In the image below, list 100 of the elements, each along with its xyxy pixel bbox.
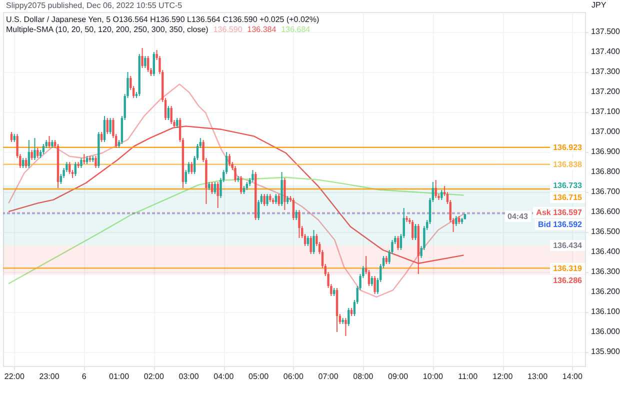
band-label: 136.286 (550, 274, 585, 286)
y-tick-label: 137.300 (591, 67, 620, 76)
candlestick (240, 176, 242, 194)
annotation: 136.684 (281, 25, 310, 34)
candlestick (100, 132, 103, 142)
y-tick-label: 136.800 (591, 167, 620, 176)
line-series (8, 84, 464, 298)
y-tick-label: 135.900 (591, 347, 620, 356)
x-tick-label: 6 (82, 372, 87, 381)
ref-line-label: 136.838 (550, 158, 585, 170)
y-tick-label: 137.000 (591, 127, 620, 136)
candlestick (310, 236, 312, 254)
x-tick-label: 02:00 (144, 372, 164, 381)
candlestick (141, 48, 144, 68)
candlestick (167, 106, 170, 120)
y-tick-label: 136.300 (591, 267, 620, 276)
y-axis-title: JPY (592, 0, 607, 10)
annotation: Multiple-SMA (10, 20, 50, 120, 200, 250, 300, 350, close) (6, 25, 208, 34)
y-tick-label: 136.400 (591, 247, 620, 256)
y-tick-label: 137.100 (591, 107, 620, 116)
candlestick (266, 194, 268, 206)
x-tick-label: 10:00 (422, 372, 444, 381)
candlestick (170, 106, 172, 124)
candlestick (396, 236, 400, 250)
candlestick (348, 308, 350, 326)
candlestick (298, 210, 300, 238)
ref-line-label: 136.319 (550, 262, 585, 274)
candlestick (312, 230, 315, 254)
y-tick-label: 137.400 (591, 47, 620, 56)
x-tick-label: 04:00 (214, 372, 234, 381)
candlestick (278, 194, 280, 206)
candlestick (274, 194, 278, 204)
candlestick (214, 182, 216, 194)
y-tick-label: 136.000 (591, 327, 620, 336)
candlestick (216, 182, 219, 208)
candlestick (374, 276, 376, 294)
x-tick-label: 13:00 (528, 372, 548, 381)
x-tick-label: 03:00 (178, 372, 200, 381)
candlestick (22, 158, 24, 168)
candlestick (344, 318, 347, 336)
candlestick (280, 172, 283, 206)
y-tick-label: 136.900 (591, 147, 620, 156)
candlestick (28, 140, 30, 168)
chart-title: Slippy2075 published, Dec 06, 2022 10:55 UTC-5 (6, 1, 182, 10)
candlestick (234, 166, 236, 182)
x-tick-label: 01:00 (109, 372, 130, 381)
y-tick-label: 136.500 (591, 227, 620, 236)
candlestick (440, 190, 443, 200)
candlestick (190, 162, 193, 174)
y-tick-label: 136.200 (591, 287, 620, 296)
candlestick (36, 148, 39, 158)
candlestick (295, 210, 298, 220)
candlestick (10, 132, 13, 142)
x-tick-label: 14:00 (562, 372, 583, 381)
candlestick (109, 118, 112, 134)
candlestick (80, 158, 82, 168)
band-label: 136.733 (550, 180, 585, 191)
y-tick-label: 137.500 (591, 27, 620, 36)
y-tick-label: 136.100 (591, 307, 620, 316)
candlestick (455, 216, 458, 226)
candlestick (144, 56, 146, 68)
ref-line-label: Bid 136.592 (534, 219, 585, 230)
line-series (8, 176, 464, 284)
candlestick (414, 224, 417, 240)
candlestick (292, 198, 295, 220)
x-tick-label: 22:00 (4, 372, 25, 381)
candlestick (74, 162, 77, 176)
y-tick-label: 136.700 (591, 187, 620, 196)
x-tick-label: 11:00 (458, 372, 478, 381)
candlestick (68, 162, 71, 174)
candlestick (263, 194, 266, 206)
candlestick (228, 154, 231, 166)
x-tick-label: 12:00 (492, 372, 514, 381)
candlestick (411, 220, 414, 240)
candlestick (306, 236, 310, 246)
ref-line-label: 136.923 (550, 142, 585, 153)
candlestick (83, 154, 86, 164)
candlestick (94, 156, 97, 168)
candlestick (42, 144, 45, 154)
x-tick-label: 08:00 (353, 372, 374, 381)
candlestick (210, 182, 214, 194)
annotation: 04:43 (504, 210, 531, 222)
candlestick (106, 118, 108, 134)
candlestick (48, 136, 50, 148)
candlestick (103, 116, 106, 142)
candlestick (284, 178, 286, 210)
candlestick (146, 56, 150, 72)
candlestick (34, 138, 36, 160)
x-tick-label: 23:00 (39, 372, 60, 381)
x-tick-label: 07:00 (318, 372, 339, 381)
annotation: 136.434 (550, 240, 585, 251)
chart-subtitle: U.S. Dollar / Japanese Yen, 5 O136.564 H136.590 L136.564 C136.590 +0.025 (+0.02%) (6, 15, 320, 24)
annotation: 136.384 (247, 25, 276, 34)
annotation: 136.590 (213, 25, 242, 34)
candlestick (152, 52, 156, 76)
candlestick (24, 158, 28, 168)
candlestick (30, 150, 33, 160)
candlestick (252, 170, 254, 182)
ref-line-label: 136.715 (550, 192, 585, 203)
candlestick (370, 276, 373, 286)
